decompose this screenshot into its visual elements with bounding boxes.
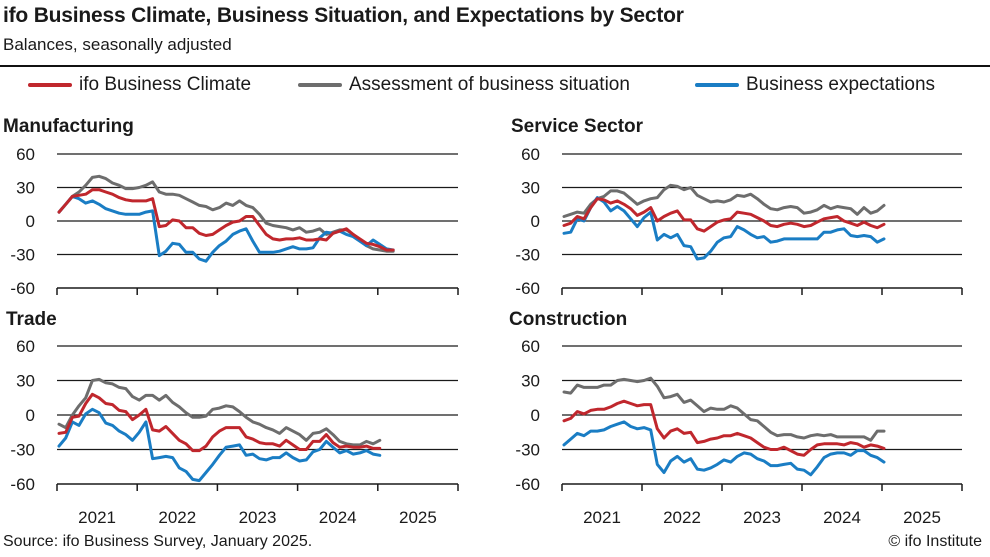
series-line-service-sector-climate <box>562 197 886 233</box>
copyright-note: © ifo Institute <box>888 533 982 550</box>
legend-item-climate: ifo Business Climate <box>28 74 251 96</box>
x-tick-label: 2021 <box>583 508 621 527</box>
chart-subtitle: Balances, seasonally adjusted <box>3 35 232 54</box>
y-tick-label: -30 <box>10 246 35 265</box>
y-tick-label: 0 <box>531 406 540 425</box>
y-tick-label: -30 <box>515 441 540 460</box>
series-line-construction-situation <box>562 376 886 442</box>
y-tick-label: -60 <box>10 279 35 298</box>
x-tick-label: 2022 <box>663 508 701 527</box>
x-tick-label: 2024 <box>823 508 861 527</box>
panel-title-manufacturing: Manufacturing <box>3 116 134 137</box>
y-tick-label: 60 <box>521 145 540 164</box>
x-tick-label: 2025 <box>903 508 941 527</box>
y-tick-label: -60 <box>515 475 540 494</box>
legend-item-situation: Assessment of business situation <box>298 74 630 96</box>
legend-item-expectations: Business expectations <box>695 74 935 96</box>
series-line-manufacturing-climate <box>57 188 395 252</box>
y-tick-label: 0 <box>531 212 540 231</box>
y-tick-label: 30 <box>16 179 35 198</box>
panel-title-trade: Trade <box>6 309 57 330</box>
series-line-service-sector-expectations <box>562 196 886 261</box>
x-tick-label: 2023 <box>743 508 781 527</box>
y-tick-label: -60 <box>10 475 35 494</box>
chart-title: ifo Business Climate, Business Situation… <box>3 4 684 27</box>
y-tick-label: 30 <box>521 372 540 391</box>
y-tick-label: -30 <box>10 441 35 460</box>
panel-title-service-sector: Service Sector <box>511 116 644 137</box>
legend-label-expectations: Business expectations <box>746 74 936 95</box>
x-tick-label: 2025 <box>399 508 437 527</box>
y-tick-label: 30 <box>16 372 35 391</box>
y-tick-label: 30 <box>521 179 540 198</box>
series-line-trade-expectations <box>57 407 382 483</box>
legend-label-climate: ifo Business Climate <box>79 74 252 95</box>
y-tick-label: 60 <box>16 337 35 356</box>
series-line-trade-situation <box>57 377 382 447</box>
panel-title-construction: Construction <box>509 309 628 330</box>
legend-swatch-expectations <box>695 83 739 87</box>
x-tick-label: 2023 <box>239 508 277 527</box>
series-line-construction-climate <box>562 399 886 457</box>
series-line-construction-expectations <box>562 420 886 477</box>
legend-label-situation: Assessment of business situation <box>349 74 630 95</box>
x-tick-label: 2022 <box>158 508 196 527</box>
header-divider <box>0 65 990 67</box>
legend: ifo Business Climate Assessment of busin… <box>0 74 990 100</box>
y-tick-label: -30 <box>515 246 540 265</box>
y-tick-label: -60 <box>515 279 540 298</box>
series-line-service-sector-situation <box>562 183 886 218</box>
y-tick-label: 0 <box>26 212 35 231</box>
x-tick-label: 2024 <box>319 508 357 527</box>
series-line-trade-climate <box>57 392 382 453</box>
legend-swatch-situation <box>298 83 342 87</box>
legend-swatch-climate <box>28 83 72 87</box>
y-tick-label: 60 <box>16 145 35 164</box>
source-note: Source: ifo Business Survey, January 202… <box>3 533 313 550</box>
y-tick-label: 0 <box>26 406 35 425</box>
x-tick-label: 2021 <box>78 508 116 527</box>
y-tick-label: 60 <box>521 337 540 356</box>
